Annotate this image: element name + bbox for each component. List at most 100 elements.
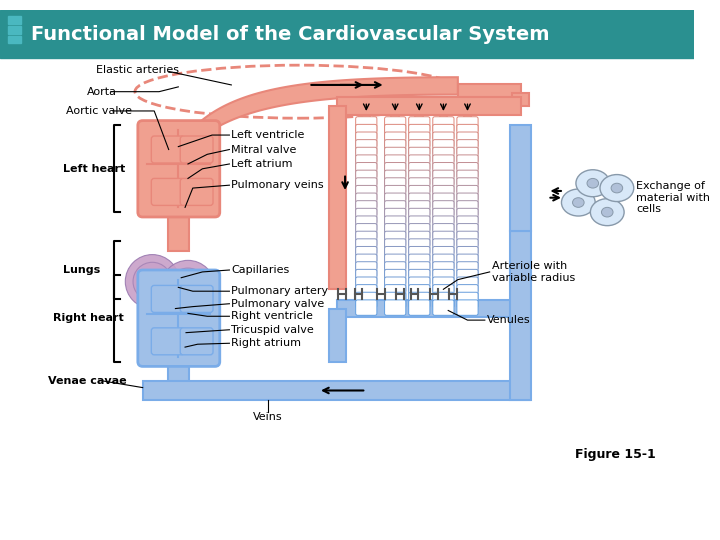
Polygon shape xyxy=(512,93,529,106)
FancyBboxPatch shape xyxy=(356,140,377,155)
FancyBboxPatch shape xyxy=(409,224,430,239)
Text: Aortic valve: Aortic valve xyxy=(66,106,132,116)
FancyBboxPatch shape xyxy=(433,246,454,262)
FancyBboxPatch shape xyxy=(409,178,430,193)
Text: Right atrium: Right atrium xyxy=(231,338,302,348)
Bar xyxy=(8,26,21,34)
FancyBboxPatch shape xyxy=(433,300,454,315)
FancyBboxPatch shape xyxy=(384,163,406,178)
FancyBboxPatch shape xyxy=(409,185,430,201)
Ellipse shape xyxy=(576,170,610,197)
FancyBboxPatch shape xyxy=(433,117,454,132)
FancyBboxPatch shape xyxy=(384,185,406,201)
Polygon shape xyxy=(439,299,447,313)
FancyBboxPatch shape xyxy=(384,155,406,170)
Circle shape xyxy=(161,260,215,314)
FancyBboxPatch shape xyxy=(409,231,430,247)
FancyBboxPatch shape xyxy=(433,231,454,247)
FancyBboxPatch shape xyxy=(457,231,478,247)
Text: Pulmonary veins: Pulmonary veins xyxy=(231,180,324,190)
FancyBboxPatch shape xyxy=(433,285,454,300)
Polygon shape xyxy=(179,77,458,162)
FancyBboxPatch shape xyxy=(356,117,377,132)
FancyBboxPatch shape xyxy=(356,224,377,239)
Circle shape xyxy=(168,268,207,307)
Bar xyxy=(8,17,21,24)
Text: Veins: Veins xyxy=(253,411,283,422)
FancyBboxPatch shape xyxy=(409,277,430,293)
FancyBboxPatch shape xyxy=(356,132,377,147)
FancyBboxPatch shape xyxy=(138,270,220,366)
Text: Aorta: Aorta xyxy=(86,87,117,97)
Text: Elastic arteries: Elastic arteries xyxy=(96,64,179,75)
FancyBboxPatch shape xyxy=(457,193,478,208)
FancyBboxPatch shape xyxy=(433,208,454,224)
Text: Left ventricle: Left ventricle xyxy=(231,130,305,140)
FancyBboxPatch shape xyxy=(433,262,454,277)
FancyBboxPatch shape xyxy=(457,224,478,239)
Polygon shape xyxy=(168,362,189,386)
FancyBboxPatch shape xyxy=(356,246,377,262)
Polygon shape xyxy=(168,212,189,251)
FancyBboxPatch shape xyxy=(409,193,430,208)
Text: Tricuspid valve: Tricuspid valve xyxy=(231,325,314,335)
Ellipse shape xyxy=(611,183,623,193)
FancyBboxPatch shape xyxy=(433,140,454,155)
Polygon shape xyxy=(415,108,423,125)
FancyBboxPatch shape xyxy=(457,269,478,285)
FancyBboxPatch shape xyxy=(356,277,377,293)
FancyBboxPatch shape xyxy=(384,140,406,155)
Polygon shape xyxy=(439,108,447,125)
FancyBboxPatch shape xyxy=(409,285,430,300)
FancyBboxPatch shape xyxy=(180,328,213,355)
FancyBboxPatch shape xyxy=(433,216,454,231)
Bar xyxy=(0,10,694,58)
FancyBboxPatch shape xyxy=(409,246,430,262)
FancyBboxPatch shape xyxy=(409,300,430,315)
FancyBboxPatch shape xyxy=(457,262,478,277)
Ellipse shape xyxy=(562,189,595,216)
FancyBboxPatch shape xyxy=(457,117,478,132)
FancyBboxPatch shape xyxy=(151,178,184,205)
FancyBboxPatch shape xyxy=(409,163,430,178)
FancyBboxPatch shape xyxy=(433,124,454,140)
Polygon shape xyxy=(415,299,423,313)
FancyBboxPatch shape xyxy=(356,170,377,186)
FancyBboxPatch shape xyxy=(409,201,430,216)
FancyBboxPatch shape xyxy=(457,246,478,262)
FancyBboxPatch shape xyxy=(384,300,406,315)
FancyBboxPatch shape xyxy=(433,178,454,193)
FancyBboxPatch shape xyxy=(356,239,377,254)
FancyBboxPatch shape xyxy=(356,285,377,300)
FancyBboxPatch shape xyxy=(356,193,377,208)
FancyBboxPatch shape xyxy=(409,170,430,186)
FancyBboxPatch shape xyxy=(409,292,430,308)
FancyBboxPatch shape xyxy=(180,286,213,313)
Text: Venae cavae: Venae cavae xyxy=(48,376,127,386)
FancyBboxPatch shape xyxy=(433,239,454,254)
Ellipse shape xyxy=(587,178,598,188)
Polygon shape xyxy=(510,125,531,232)
Text: Venules: Venules xyxy=(487,315,531,325)
Circle shape xyxy=(176,276,199,299)
FancyBboxPatch shape xyxy=(384,285,406,300)
FancyBboxPatch shape xyxy=(457,140,478,155)
FancyBboxPatch shape xyxy=(384,132,406,147)
Text: Left heart: Left heart xyxy=(63,164,125,174)
FancyBboxPatch shape xyxy=(384,201,406,216)
FancyBboxPatch shape xyxy=(384,262,406,277)
FancyBboxPatch shape xyxy=(356,254,377,269)
FancyBboxPatch shape xyxy=(457,124,478,140)
FancyBboxPatch shape xyxy=(356,178,377,193)
FancyBboxPatch shape xyxy=(457,185,478,201)
FancyBboxPatch shape xyxy=(356,216,377,231)
Text: Functional Model of the Cardiovascular System: Functional Model of the Cardiovascular S… xyxy=(31,25,549,44)
FancyBboxPatch shape xyxy=(384,224,406,239)
Polygon shape xyxy=(392,299,399,313)
FancyBboxPatch shape xyxy=(433,254,454,269)
FancyBboxPatch shape xyxy=(433,170,454,186)
FancyBboxPatch shape xyxy=(457,170,478,186)
Polygon shape xyxy=(392,108,399,125)
FancyBboxPatch shape xyxy=(433,163,454,178)
Polygon shape xyxy=(510,232,531,400)
